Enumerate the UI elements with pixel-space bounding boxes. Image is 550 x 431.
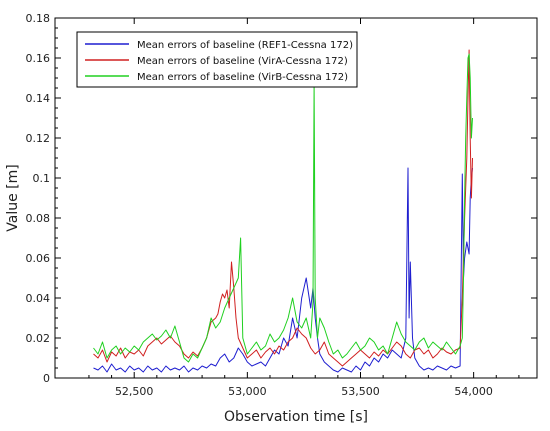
series-line-3	[93, 53, 473, 363]
y-tick-label: 0.1	[33, 172, 51, 185]
y-tick-label: 0.02	[26, 332, 51, 345]
x-axis-title: Observation time [s]	[224, 409, 368, 425]
y-tick-label: 0.08	[26, 212, 51, 225]
y-tick-label: 0.04	[26, 292, 51, 305]
y-tick-label: 0.06	[26, 252, 51, 265]
x-axis: 52,500 53,000 53,500 54,000	[88, 18, 520, 398]
y-tick-label: 0.18	[26, 12, 51, 25]
x-tick-label: 53,000	[228, 385, 267, 398]
y-tick-label: 0.16	[26, 52, 51, 65]
plot-area	[54, 17, 538, 379]
y-tick-label: 0	[43, 372, 50, 385]
y-axis-title: Value [m]	[5, 164, 21, 231]
series-line-2	[93, 49, 473, 367]
y-tick-label: 0.12	[26, 132, 51, 145]
legend-label-1: Mean errors of baseline (REF1-Cessna 172…	[137, 40, 353, 51]
legend-label-3: Mean errors of baseline (VirB-Cessna 172…	[137, 72, 348, 83]
y-axis: 0 0.02 0.04 0.06 0.08 0.1 0.12 0.14 0.16 0.18	[26, 12, 537, 385]
series-layer	[93, 49, 473, 373]
x-tick-label: 54,000	[454, 385, 493, 398]
y-tick-label: 0.14	[26, 92, 51, 105]
legend-items: Mean errors of baseline (REF1-Cessna 172…	[85, 40, 353, 83]
x-tick-label: 53,500	[341, 385, 380, 398]
legend-label-2: Mean errors of baseline (VirA-Cessna 172…	[137, 56, 348, 67]
legend: Mean errors of baseline (REF1-Cessna 172…	[76, 31, 358, 88]
x-tick-label: 52,500	[115, 385, 154, 398]
series-line-1	[93, 167, 473, 373]
